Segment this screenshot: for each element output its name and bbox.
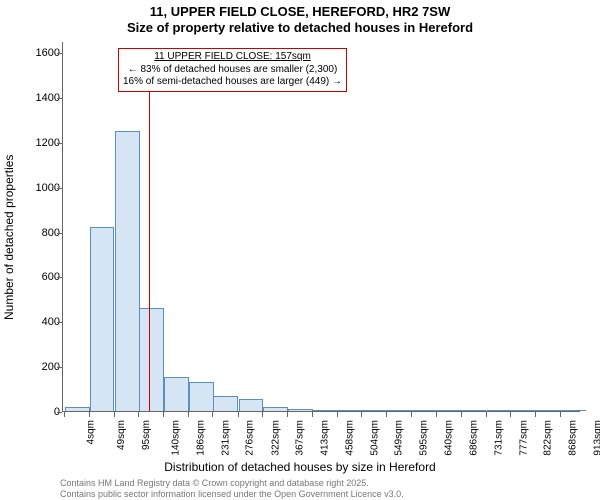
histogram-bar [511,410,536,411]
x-tick-mark [361,412,362,417]
histogram-bar [90,227,115,411]
y-tick-mark [57,98,62,99]
x-tick-label: 95sqm [141,420,152,450]
x-tick-mark [212,412,213,417]
y-tick-label: 800 [20,227,60,239]
y-tick-label: 200 [20,361,60,373]
histogram-bar [213,396,238,411]
x-tick-label: 595sqm [419,420,430,456]
x-tick-mark [163,412,164,417]
histogram-bar [189,382,214,411]
x-tick-label: 913sqm [592,420,600,456]
x-tick-mark [337,412,338,417]
annotation-line3: 16% of semi-detached houses are larger (… [123,76,342,89]
x-tick-mark [510,412,511,417]
histogram-bar [164,377,189,411]
annotation-box: 11 UPPER FIELD CLOSE: 157sqm ← 83% of de… [118,48,347,92]
x-tick-mark [461,412,462,417]
y-tick-label: 400 [20,316,60,328]
attribution-line1: Contains HM Land Registry data © Crown c… [60,478,404,489]
x-tick-mark [312,412,313,417]
y-tick-mark [57,277,62,278]
histogram-bar [362,410,387,411]
x-tick-mark [535,412,536,417]
plot-area: 11 UPPER FIELD CLOSE: 157sqm ← 83% of de… [62,42,580,412]
x-tick-mark [386,412,387,417]
x-tick-label: 640sqm [444,420,455,456]
x-tick-mark [411,412,412,417]
x-tick-label: 367sqm [295,420,306,456]
x-tick-label: 504sqm [369,420,380,456]
histogram-bar [487,410,512,411]
histogram-bar [65,407,90,411]
histogram-bar [387,410,412,411]
y-tick-mark [57,412,62,413]
histogram-bar [115,131,140,411]
y-tick-label: 1400 [20,92,60,104]
x-tick-mark [64,412,65,417]
y-tick-mark [57,188,62,189]
x-tick-label: 686sqm [469,420,480,456]
x-tick-label: 413sqm [320,420,331,456]
histogram-bar [288,409,313,411]
x-axis-label: Distribution of detached houses by size … [0,460,600,474]
x-tick-mark [436,412,437,417]
histogram-bar [263,407,288,411]
x-tick-mark [188,412,189,417]
y-tick-label: 600 [20,271,60,283]
x-tick-mark [287,412,288,417]
y-tick-mark [57,367,62,368]
x-tick-mark [138,412,139,417]
annotation-line2: ← 83% of detached houses are smaller (2,… [123,64,342,77]
y-tick-label: 0 [20,406,60,418]
x-tick-mark [486,412,487,417]
x-tick-label: 549sqm [394,420,405,456]
x-tick-mark [89,412,90,417]
x-tick-label: 777sqm [518,420,529,456]
y-tick-label: 1000 [20,182,60,194]
x-tick-label: 868sqm [568,420,579,456]
y-tick-label: 1600 [20,47,60,59]
x-tick-mark [560,412,561,417]
chart-title-address: 11, UPPER FIELD CLOSE, HEREFORD, HR2 7SW [0,4,600,19]
x-tick-label: 49sqm [116,420,127,450]
y-tick-mark [57,322,62,323]
y-tick-mark [57,53,62,54]
x-tick-label: 276sqm [245,420,256,456]
x-tick-mark [114,412,115,417]
x-tick-label: 731sqm [493,420,504,456]
chart-title-subtitle: Size of property relative to detached ho… [0,20,600,35]
histogram-bar [412,410,437,411]
y-axis-label: Number of detached properties [2,60,16,225]
x-tick-label: 458sqm [344,420,355,456]
histogram-bar [462,410,487,411]
attribution-line2: Contains public sector information licen… [60,489,404,500]
chart-container: 11, UPPER FIELD CLOSE, HEREFORD, HR2 7SW… [0,0,600,500]
annotation-line1: 11 UPPER FIELD CLOSE: 157sqm [123,51,342,64]
x-tick-label: 231sqm [221,420,232,456]
histogram-bar [338,410,363,411]
x-tick-label: 186sqm [196,420,207,456]
marker-line [149,86,150,411]
histogram-bar [239,399,264,411]
x-tick-label: 322sqm [270,420,281,456]
x-tick-label: 4sqm [86,420,97,444]
y-tick-mark [57,143,62,144]
histogram-bar [313,410,338,411]
x-tick-label: 140sqm [171,420,182,456]
histogram-bar [536,410,561,411]
y-tick-mark [57,233,62,234]
x-tick-mark [262,412,263,417]
attribution-text: Contains HM Land Registry data © Crown c… [60,478,404,500]
x-tick-mark [238,412,239,417]
histogram-bar [139,308,164,411]
histogram-bar [437,410,462,411]
y-tick-label: 1200 [20,137,60,149]
histogram-bar [561,410,586,411]
x-tick-label: 822sqm [543,420,554,456]
